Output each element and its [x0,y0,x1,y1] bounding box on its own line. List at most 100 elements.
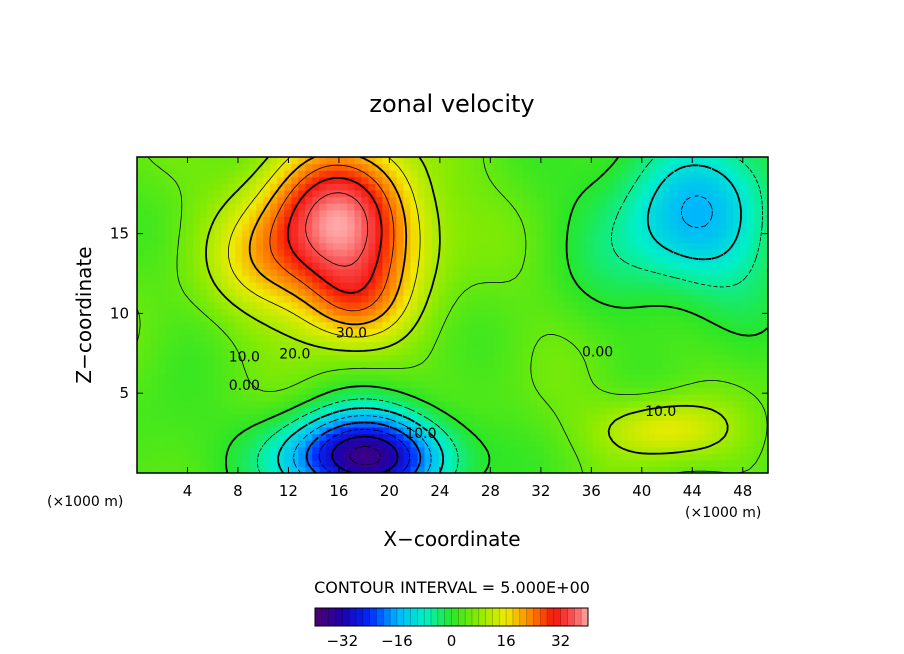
field-cell [732,203,741,211]
field-cell [291,420,299,428]
field-cell [368,394,376,402]
field-cell [606,249,615,257]
field-cell [207,466,215,473]
field-cell [354,426,362,435]
field-cell [557,295,566,303]
field-cell [165,367,173,375]
field-cell [186,275,194,283]
field-cell [403,163,412,171]
field-cell [473,183,482,191]
field-cell [557,282,566,290]
field-cell [501,275,510,283]
field-cell [473,196,482,204]
field-cell [158,426,166,435]
field-cell [403,275,412,283]
field-cell [137,242,145,250]
field-cell [718,189,727,198]
field-cell [627,459,636,468]
field-cell [648,453,657,461]
field-cell [221,341,229,349]
field-cell [522,209,531,217]
field-cell [396,203,405,211]
field-cell [382,163,390,171]
field-cell [333,334,341,342]
field-cell [172,433,180,441]
field-cell [452,262,461,270]
field-cell [501,334,510,342]
field-cell [585,334,594,342]
field-cell [326,209,334,217]
field-cell [676,268,685,277]
field-cell [403,354,412,362]
field-cell [522,157,531,165]
field-cell [263,466,271,473]
field-cell [571,262,580,270]
field-cell [165,229,173,237]
field-cell [711,347,720,356]
field-cell [585,453,594,461]
field-cell [536,407,545,415]
field-cell [480,315,489,323]
field-cell [543,288,552,296]
field-cell [410,308,419,316]
field-cell [291,301,299,310]
field-cell [606,459,615,468]
field-cell [375,176,383,184]
field-cell [452,170,461,178]
field-cell [277,394,285,402]
field-cell [669,222,678,231]
field-cell [340,453,348,461]
field-cell [431,176,440,184]
field-cell [144,163,152,171]
field-cell [144,295,152,303]
field-cell [151,420,159,428]
field-cell [732,282,741,290]
field-cell [739,209,748,217]
field-cell [753,361,762,369]
field-cell [151,380,159,389]
field-cell [739,400,748,408]
field-cell [543,387,552,395]
field-cell [214,170,222,178]
field-cell [235,367,243,375]
field-cell [424,413,433,421]
field-cell [683,170,692,178]
field-cell [319,440,327,448]
field-cell [494,440,503,448]
field-cell [739,354,748,362]
field-cell [466,433,475,441]
field-cell [606,440,615,448]
field-cell [200,347,208,356]
field-cell [655,413,664,421]
field-cell [186,440,194,448]
field-cell [543,301,552,310]
field-cell [200,209,208,217]
field-cell [676,222,685,231]
field-cell [179,255,187,263]
field-cell [200,249,208,257]
field-cell [557,288,566,296]
field-cell [760,426,768,435]
field-cell [193,334,201,342]
field-cell [718,196,727,204]
field-cell [207,361,215,369]
field-cell [697,275,706,283]
field-cell [550,262,559,270]
field-cell [571,328,580,336]
field-cell [501,407,510,415]
field-cell [655,328,664,336]
field-cell [235,288,243,296]
field-cell [396,459,405,468]
field-cell [641,341,650,349]
field-cell [452,255,461,263]
field-cell [578,328,587,336]
field-cell [291,426,299,435]
field-cell [396,308,405,316]
field-cell [452,203,461,211]
field-cell [305,249,313,257]
field-cell [501,203,510,211]
field-cell [270,400,278,408]
field-cell [347,453,355,461]
field-cell [571,315,580,323]
field-cell [417,394,426,402]
